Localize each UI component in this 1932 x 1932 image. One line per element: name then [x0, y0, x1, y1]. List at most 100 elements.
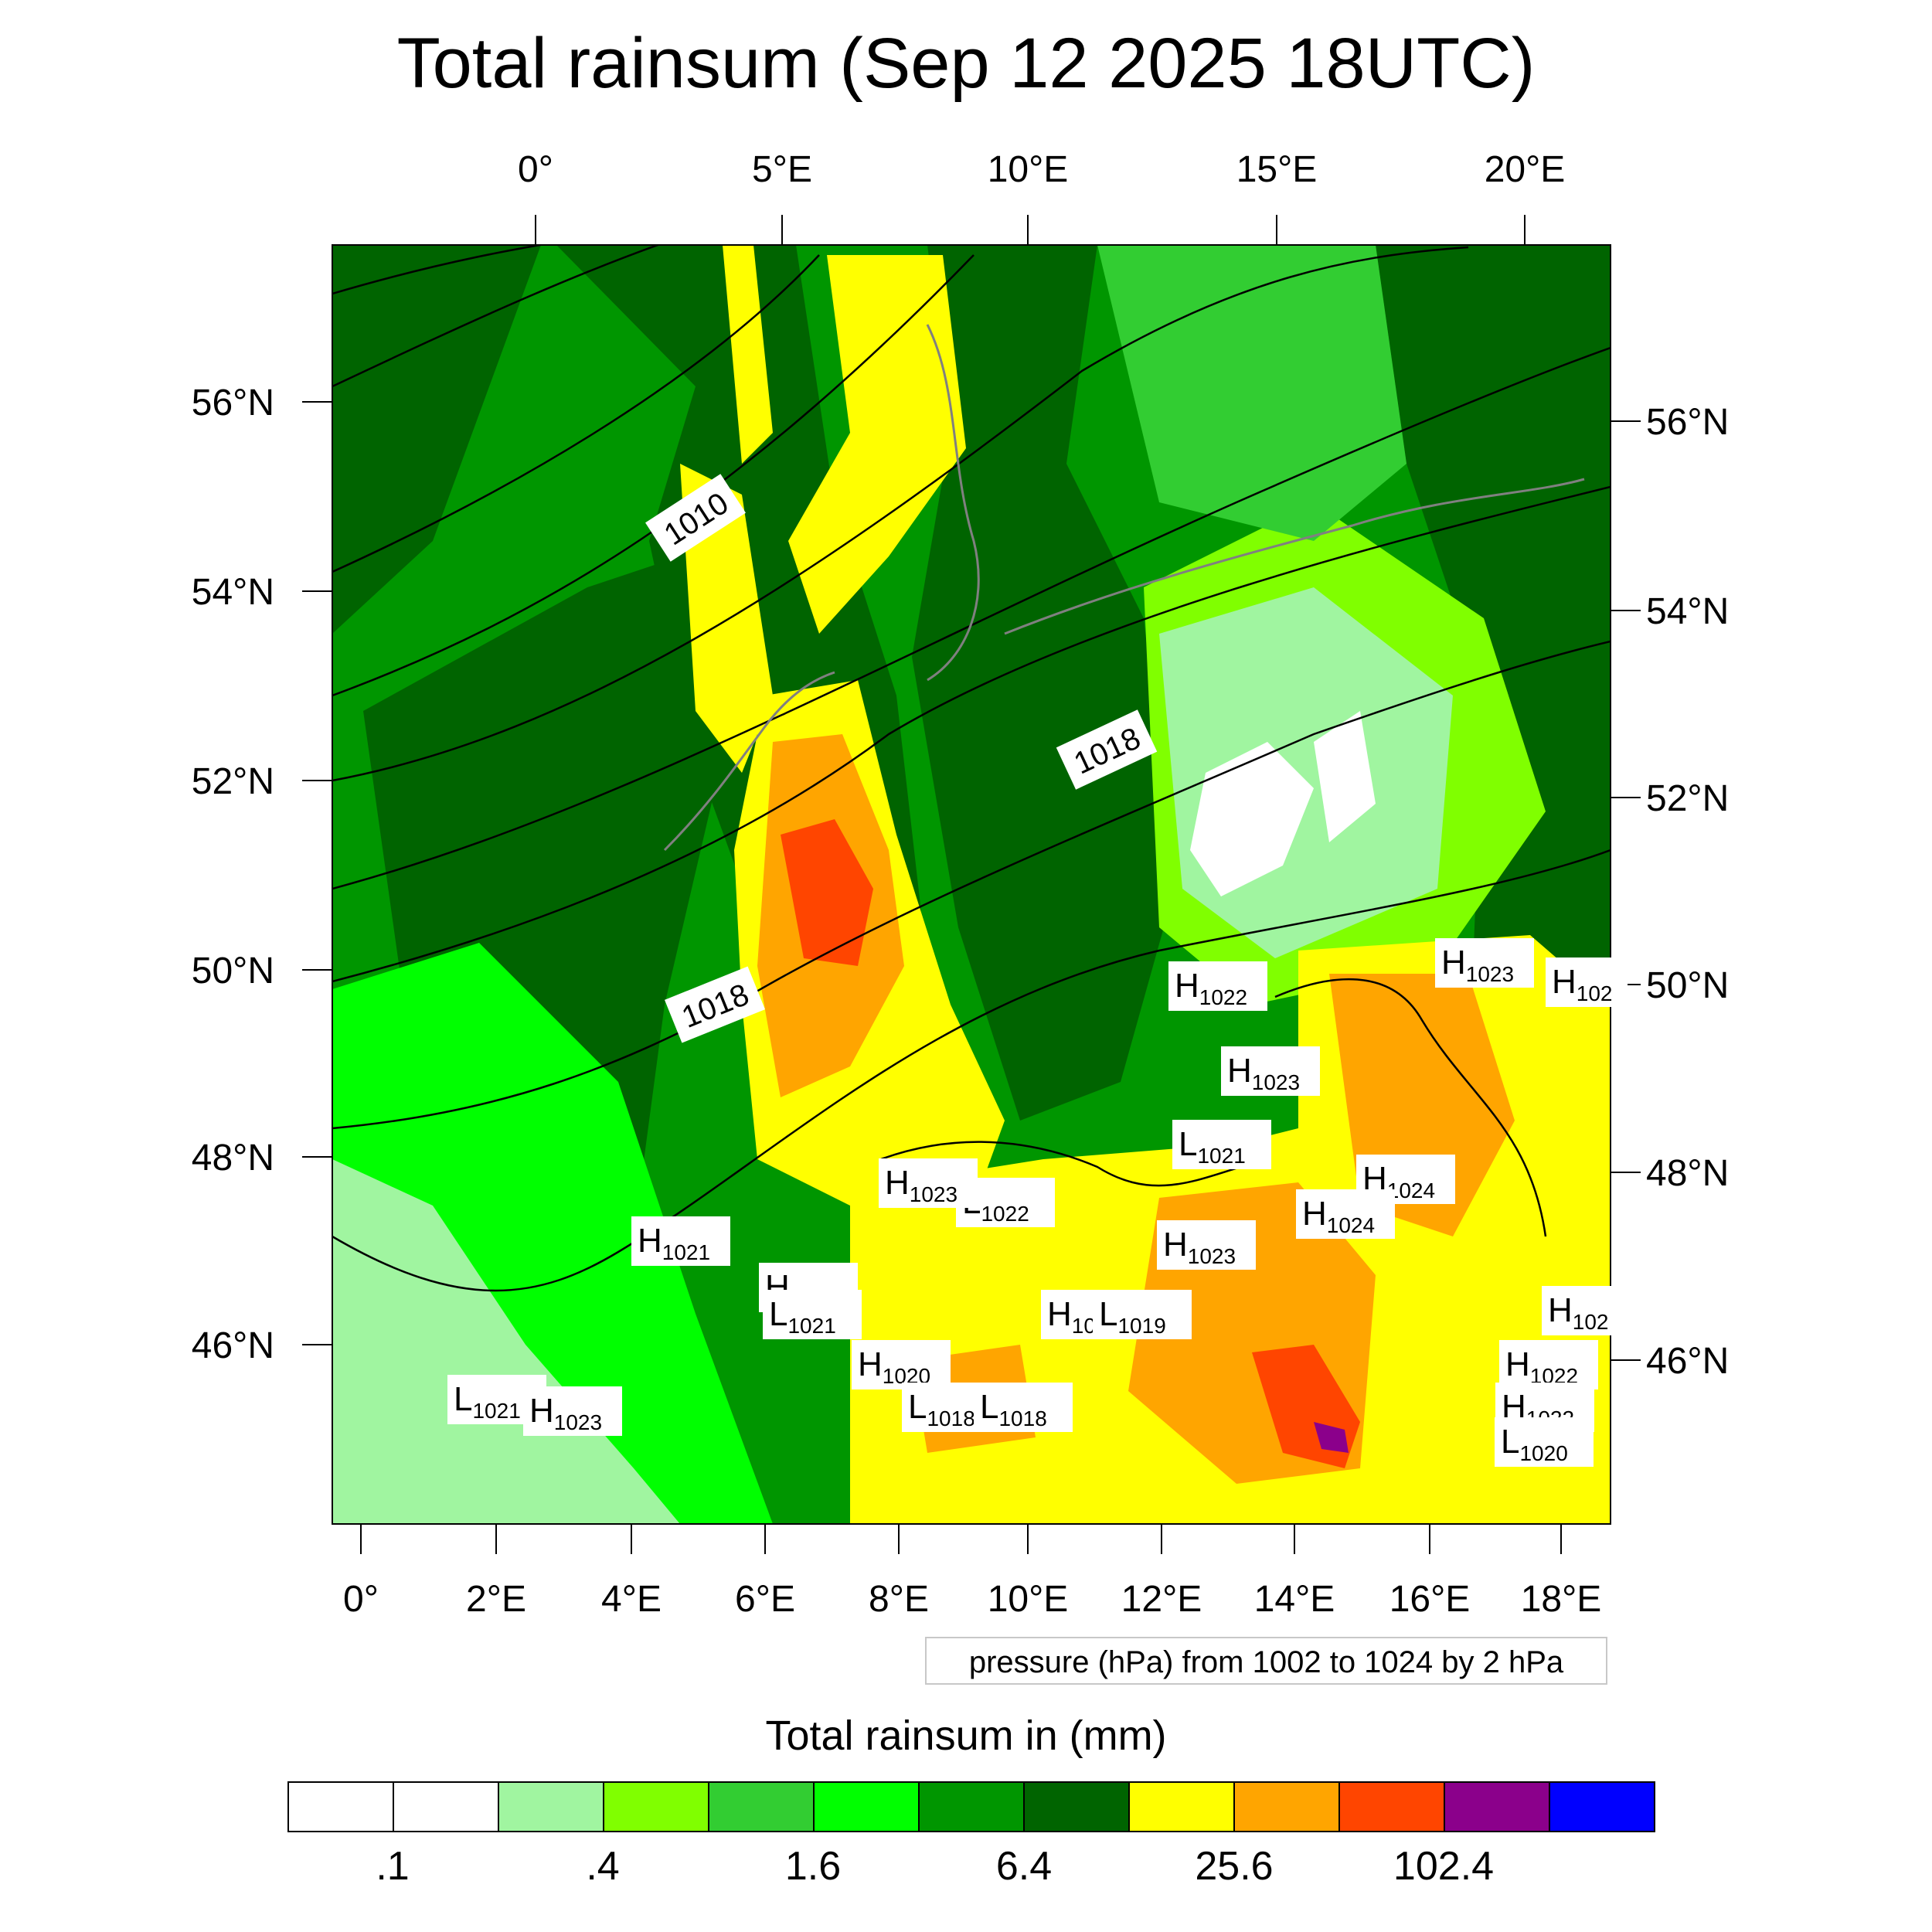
high-pressure-label: H102: [1542, 1286, 1624, 1335]
colorbar-box: [815, 1783, 920, 1831]
left-lat-label: 56°N: [192, 383, 274, 423]
colorbar-box: [709, 1783, 815, 1831]
right-lat-label: 48°N: [1646, 1153, 1729, 1194]
isobar-line-1: [332, 245, 546, 295]
left-lat-label: 46°N: [192, 1325, 274, 1366]
svg-text:H10: H10: [1047, 1295, 1096, 1338]
bottom-lon-label: 10°E: [988, 1579, 1069, 1620]
isobar-line-11: [1274, 978, 1547, 1237]
coastline-baltic: [1004, 478, 1585, 635]
colorbar-title: Total rainsum in (mm): [765, 1713, 1167, 1759]
top-lon-label: 5°E: [752, 149, 812, 190]
colorbar-label: 102.4: [1393, 1844, 1495, 1889]
low-pressure-label: L1019: [1093, 1290, 1192, 1339]
colorbar-box: [920, 1783, 1025, 1831]
rain-core-red-main: [781, 819, 873, 966]
isobar-line-10: [880, 1141, 1268, 1187]
colorbar-label: 6.4: [995, 1844, 1053, 1889]
low-pressure-label: L1020: [1495, 1417, 1594, 1467]
svg-text:H1022: H1022: [1175, 967, 1247, 1009]
high-pressure-label: H1020: [852, 1340, 951, 1389]
high-pressure-label: H1022: [1168, 961, 1267, 1011]
svg-text:L1020: L1020: [1501, 1423, 1568, 1465]
bottom-lon-label: 8°E: [869, 1579, 929, 1620]
bottom-lon-label: 0°: [343, 1579, 379, 1620]
colorbar-label: 1.6: [784, 1844, 842, 1889]
colorbar-label: .4: [586, 1844, 620, 1889]
bottom-lon-label: 12°E: [1121, 1579, 1202, 1620]
rain-area-white-patch: [1190, 742, 1314, 896]
svg-text:H102: H102: [1548, 1291, 1609, 1334]
svg-text:H1023: H1023: [1163, 1226, 1236, 1268]
high-pressure-label: H1023: [1435, 938, 1534, 988]
high-pressure-label: H1023: [1221, 1046, 1320, 1096]
bottom-lon-label: 2°E: [466, 1579, 526, 1620]
map-title: Total rainsum (Sep 12 2025 18UTC): [396, 24, 1536, 103]
colorbar-box: [1550, 1783, 1654, 1831]
high-pressure-label: H1021: [631, 1216, 730, 1266]
right-lat-label: 50°N: [1646, 965, 1729, 1006]
svg-text:H1021: H1021: [638, 1222, 710, 1264]
coastline-denmark: [926, 324, 980, 682]
colorbar-box: [289, 1783, 394, 1831]
svg-text:H1023: H1023: [1227, 1052, 1300, 1094]
coastline-lowlands: [663, 671, 835, 852]
high-pressure-label: H1023: [879, 1158, 978, 1208]
colorbar-label: .1: [376, 1844, 410, 1889]
colorbar-box: [1025, 1783, 1130, 1831]
isobar-line-7: [332, 485, 1611, 983]
right-lat-label: 56°N: [1646, 402, 1729, 443]
colorbar-box: [394, 1783, 499, 1831]
colorbar-box: [604, 1783, 709, 1831]
rain-band-yellow-2: [788, 255, 966, 634]
svg-text:L1018: L1018: [908, 1388, 975, 1430]
bottom-lon-label: 4°E: [601, 1579, 662, 1620]
svg-text:H1023: H1023: [885, 1164, 957, 1206]
isobar-line-6: [332, 346, 1611, 890]
svg-text:H102: H102: [1552, 963, 1613, 1005]
top-lon-label: 10°E: [988, 149, 1069, 190]
rain-band-yellow-3: [680, 464, 773, 773]
isobar-line-3: [332, 254, 820, 573]
high-pressure-label: H1023: [1157, 1220, 1256, 1270]
rain-band-yellow-1: [723, 245, 773, 464]
low-pressure-label: L1021: [1172, 1120, 1271, 1169]
left-lat-label: 48°N: [192, 1138, 274, 1179]
bottom-lon-label: 16°E: [1389, 1579, 1471, 1620]
colorbar-box: [1340, 1783, 1445, 1831]
top-lon-label: 0°: [518, 149, 553, 190]
contour-info-box: pressure (hPa) from 1002 to 1024 by 2 hP…: [925, 1637, 1607, 1685]
left-lat-label: 50°N: [192, 951, 274, 992]
right-lat-label: 46°N: [1646, 1341, 1729, 1382]
bottom-lon-label: 14°E: [1254, 1579, 1335, 1620]
rain-band-dark-center: [912, 245, 1175, 1121]
svg-text:L1021: L1021: [454, 1380, 521, 1423]
top-lon-label: 20°E: [1485, 149, 1566, 190]
rain-area-white-patch-2: [1314, 711, 1376, 842]
low-pressure-label: L1021: [763, 1290, 862, 1339]
left-lat-label: 54°N: [192, 572, 274, 613]
colorbar-box: [1130, 1783, 1235, 1831]
svg-text:L1021: L1021: [769, 1295, 836, 1338]
high-pressure-label: H1024: [1296, 1189, 1395, 1239]
svg-text:L1018: L1018: [980, 1388, 1047, 1430]
colorbar-box: [499, 1783, 604, 1831]
isobar-line-9: [332, 849, 1611, 1292]
high-pressure-label: H1022: [1499, 1340, 1598, 1389]
bottom-lon-label: 18°E: [1521, 1579, 1602, 1620]
rain-core-purple: [1314, 1422, 1349, 1453]
right-lat-label: 54°N: [1646, 591, 1729, 632]
svg-text:H1024: H1024: [1302, 1195, 1375, 1237]
high-pressure-label: H102: [1546, 957, 1628, 1007]
right-lat-label: 52°N: [1646, 778, 1729, 819]
rain-band-dark-nw: [332, 245, 541, 634]
map-frame: [332, 244, 1611, 1525]
svg-text:L1019: L1019: [1099, 1295, 1166, 1338]
bottom-lon-label: 6°E: [735, 1579, 795, 1620]
isobar-line-8: [332, 640, 1611, 1130]
left-lat-label: 52°N: [192, 761, 274, 802]
isobar-line-5: [332, 246, 1469, 782]
colorbar-box: [1235, 1783, 1340, 1831]
isobar-line-4: [332, 254, 975, 697]
